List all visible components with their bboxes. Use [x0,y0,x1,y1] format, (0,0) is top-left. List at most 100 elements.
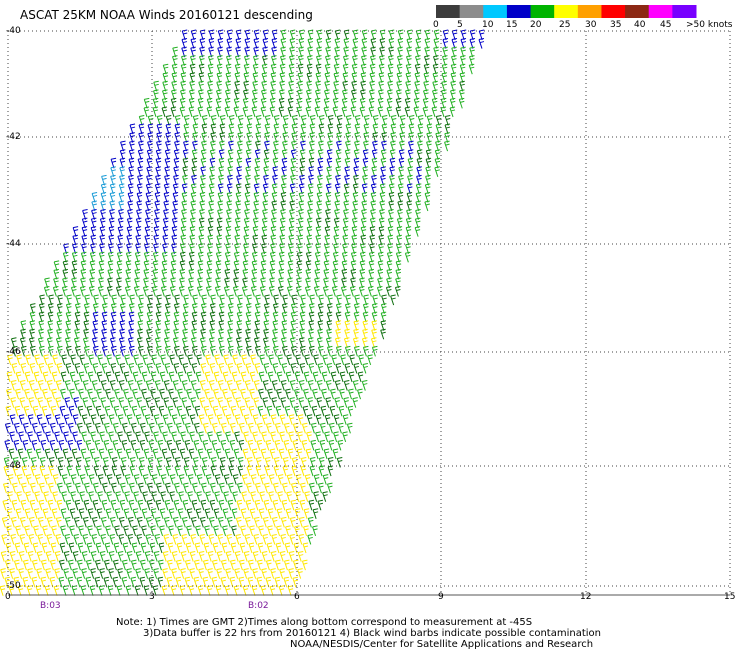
legend-tick-label: 20 [530,20,541,30]
wind-barb [111,483,116,493]
wind-barb [19,552,24,562]
wind-barb [138,346,143,356]
wind-barb [162,586,167,596]
wind-barb [41,440,46,450]
wind-barb [328,466,333,476]
wind-barb [310,466,315,476]
wind-barb [76,466,81,476]
wind-barb [93,363,98,373]
wind-barb [101,381,106,391]
wind-barb [354,346,359,356]
wind-barb [171,107,176,117]
wind-barb [329,423,334,433]
wind-barb [191,517,196,527]
wind-barb [212,423,217,433]
wind-barb [283,466,288,476]
wind-barb [206,492,211,502]
wind-barb [29,381,34,391]
wind-barb [249,406,254,416]
wind-barb [305,492,310,502]
wind-barb [160,526,165,536]
wind-barb [243,107,248,117]
wind-barb [303,406,308,416]
latitude-label: -50 [6,581,21,591]
wind-barb [208,552,213,562]
wind-barb [126,586,131,596]
wind-barb [195,406,200,416]
wind-barb [64,552,69,562]
wind-barb [257,577,262,587]
wind-barb-swath [0,30,484,596]
wind-barb [203,560,208,570]
wind-barb [275,560,280,570]
wind-barb [349,372,354,382]
wind-barb [65,381,70,391]
wind-barb [140,423,145,433]
wind-barb [279,586,284,596]
wind-barb [244,569,249,579]
wind-barb [228,483,233,493]
wind-barb [215,355,220,365]
wind-barb [290,517,295,527]
wind-barb [358,372,363,382]
wind-barb [281,381,286,391]
wind-barb [255,483,260,493]
wind-barb [271,432,276,442]
wind-barb [74,534,79,544]
wind-barb [109,569,114,579]
wind-barb [48,363,53,373]
wind-barb [170,287,175,297]
wind-barb [60,406,65,416]
wind-barb [241,389,246,399]
wind-barb [38,517,43,527]
wind-barb [236,398,241,408]
wind-barb [17,492,22,502]
wind-barb [396,107,401,117]
wind-barb [124,509,129,519]
wind-barb [188,492,193,502]
wind-barb [221,577,226,587]
wind-barb [259,526,264,536]
latitude-label: -42 [6,132,21,142]
wind-barb [125,492,130,502]
wind-barb [18,449,23,459]
wind-barb [25,509,30,519]
wind-barb [21,483,26,493]
wind-barb [97,526,102,536]
legend-swatch [460,5,484,18]
wind-barb [134,475,139,485]
wind-barb [171,449,176,459]
wind-barb [286,526,291,536]
wind-barb [237,500,242,510]
wind-barb [71,492,76,502]
wind-barb [350,287,355,297]
wind-barb [106,372,111,382]
wind-barb [345,363,350,373]
wind-barb [322,372,327,382]
wind-barb [77,440,82,450]
wind-barb [47,517,52,527]
wind-barb [271,552,276,562]
wind-barb [151,372,156,382]
wind-barb [37,415,42,425]
wind-barb [290,534,295,544]
wind-barb [313,509,318,519]
wind-barb [227,398,232,408]
wind-barb [27,449,32,459]
wind-barb [324,107,329,117]
wind-barb [172,552,177,562]
wind-barb [102,363,107,373]
wind-barb [54,586,59,596]
wind-barb [234,107,239,117]
wind-barb [14,423,19,433]
wind-barb [299,381,304,391]
wind-barb [209,534,214,544]
wind-barb [192,483,197,493]
legend-tick-label: 10 [482,20,493,30]
wind-barb [191,534,196,544]
wind-barb [29,517,34,527]
wind-barb [152,492,157,502]
wind-barb [56,398,61,408]
wind-barb [255,346,260,356]
wind-barb [339,406,344,416]
